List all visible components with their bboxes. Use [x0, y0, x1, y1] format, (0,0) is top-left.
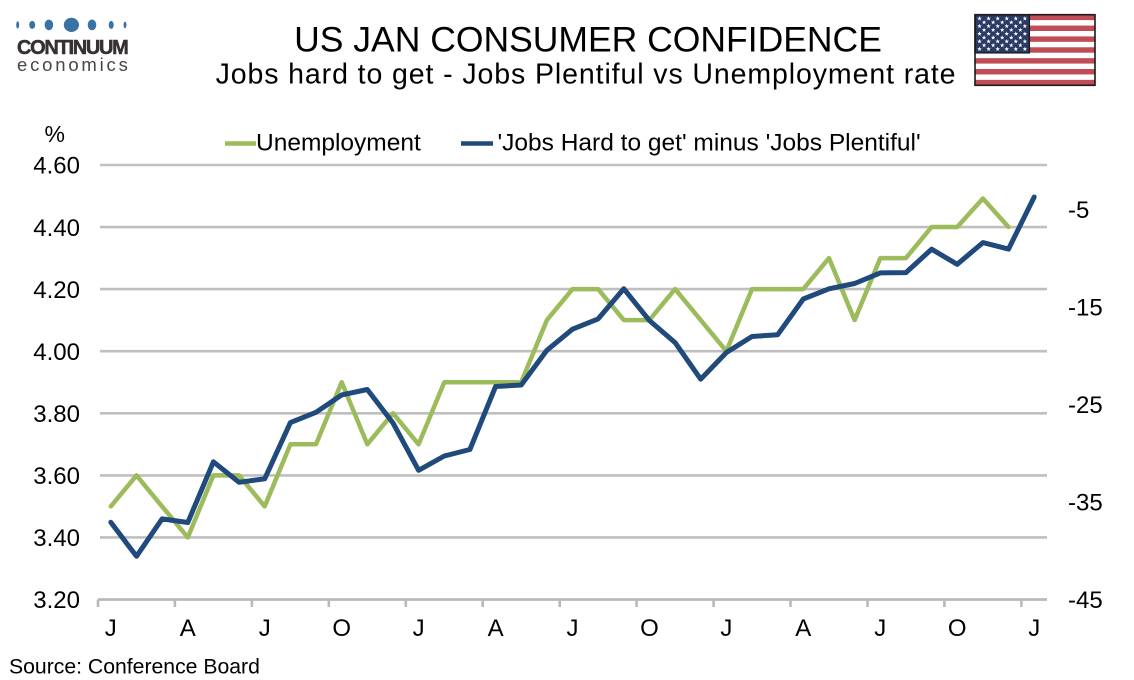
svg-text:-45: -45	[1068, 587, 1103, 614]
svg-text:'Jobs Hard to get' minus 'Jobs: 'Jobs Hard to get' minus 'Jobs Plentiful…	[498, 130, 921, 157]
svg-text:A: A	[795, 615, 811, 642]
svg-text:4.60: 4.60	[33, 153, 80, 180]
svg-text:3.80: 3.80	[33, 401, 80, 428]
svg-text:J: J	[413, 615, 425, 642]
svg-text:Jobs hard to get - Jobs Plenti: Jobs hard to get - Jobs Plentiful vs Une…	[216, 59, 957, 91]
svg-text:4.00: 4.00	[33, 339, 80, 366]
svg-text:O: O	[948, 615, 967, 642]
svg-text:economics: economics	[17, 54, 131, 75]
svg-text:4.40: 4.40	[33, 215, 80, 242]
svg-text:CONTINUUM: CONTINUUM	[17, 37, 128, 59]
svg-text:J: J	[105, 615, 117, 642]
svg-text:3.40: 3.40	[33, 525, 80, 552]
svg-text:J: J	[1028, 615, 1040, 642]
svg-text:A: A	[180, 615, 196, 642]
svg-text:US JAN CONSUMER CONFIDENCE: US JAN CONSUMER CONFIDENCE	[294, 20, 882, 60]
svg-text:O: O	[332, 615, 351, 642]
svg-text:J: J	[720, 615, 732, 642]
svg-text:O: O	[640, 615, 659, 642]
svg-text:-25: -25	[1068, 392, 1103, 419]
svg-text:Source: Conference Board: Source: Conference Board	[9, 656, 260, 679]
svg-text:Unemployment: Unemployment	[256, 130, 421, 157]
svg-text:J: J	[259, 615, 271, 642]
svg-text:-35: -35	[1068, 490, 1103, 517]
svg-text:3.60: 3.60	[33, 463, 80, 490]
svg-text:4.20: 4.20	[33, 277, 80, 304]
svg-text:A: A	[488, 615, 504, 642]
svg-text:3.20: 3.20	[33, 587, 80, 614]
svg-text:J: J	[567, 615, 579, 642]
svg-text:-15: -15	[1068, 295, 1103, 322]
svg-text:%: %	[45, 121, 65, 147]
svg-text:J: J	[874, 615, 886, 642]
svg-text:-5: -5	[1068, 197, 1089, 224]
